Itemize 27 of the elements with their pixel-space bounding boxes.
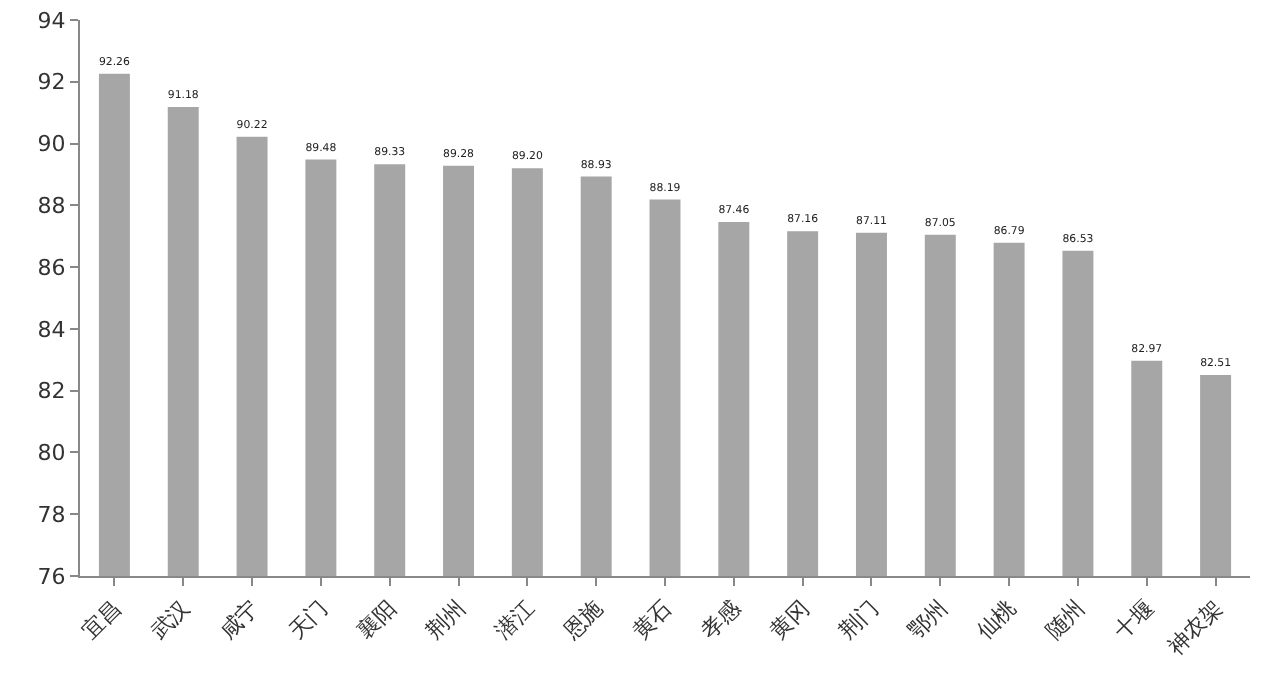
x-tick-label: 仙桃 <box>971 595 1022 645</box>
y-tick-label: 76 <box>37 563 66 590</box>
x-tick-label: 荆门 <box>834 595 884 645</box>
y-tick-label: 88 <box>37 193 66 220</box>
x-tick-label: 襄阳 <box>352 595 402 645</box>
x-tick-label: 武汉 <box>145 595 196 645</box>
x-tick-label: 黄石 <box>627 595 678 645</box>
y-tick-label: 80 <box>37 440 66 467</box>
y-tick-label: 82 <box>37 378 66 405</box>
x-tick-label: 天门 <box>283 595 333 645</box>
y-tick-label: 78 <box>37 501 66 528</box>
x-tick-label: 随州 <box>1040 595 1090 645</box>
y-tick-label: 94 <box>37 7 66 34</box>
x-tick-label: 恩施 <box>557 595 609 646</box>
y-tick-label: 86 <box>37 254 66 281</box>
y-tick-label: 84 <box>37 316 66 343</box>
x-tick-label: 潜江 <box>489 595 540 645</box>
x-tick-label: 荆州 <box>421 595 471 645</box>
x-tick-label: 黄冈 <box>765 595 815 645</box>
x-tick-label: 孝感 <box>696 595 746 645</box>
x-tick-label: 鄂州 <box>902 595 953 645</box>
y-tick-label: 92 <box>37 69 66 96</box>
y-tick-label: 90 <box>37 131 66 158</box>
x-tick-label: 宜昌 <box>76 595 127 645</box>
x-tick-label: 神农架 <box>1162 595 1228 661</box>
x-tick-label: 咸宁 <box>214 595 265 645</box>
x-tick-label: 十堰 <box>1109 595 1159 645</box>
